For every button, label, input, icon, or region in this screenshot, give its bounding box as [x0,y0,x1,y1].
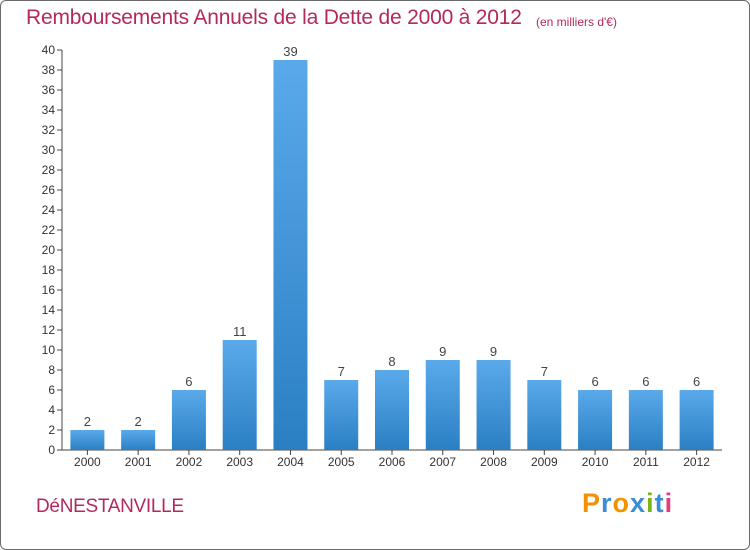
bar-2002 [171,390,206,450]
data-label-2007: 9 [439,344,446,359]
proxiti-logo[interactable]: Proxiti [582,488,673,519]
y-tick-label: 24 [42,203,56,217]
logo-letter: t [654,488,665,518]
y-tick-label: 30 [42,143,56,157]
x-tick-label: 2012 [683,455,710,469]
data-label-2009: 7 [541,364,548,379]
bar-2010 [578,390,613,450]
y-tick-label: 2 [48,423,55,437]
y-tick-label: 16 [42,283,56,297]
y-tick-label: 6 [48,383,55,397]
bars [70,60,714,450]
x-tick-label: 2006 [379,455,406,469]
bar-2006 [375,370,409,450]
bar-2000 [70,430,105,450]
bar-2001 [121,430,156,450]
bar-2004 [273,60,308,450]
y-tick-label: 22 [42,223,56,237]
data-label-2010: 6 [591,374,598,389]
y-tick-label: 26 [42,183,56,197]
y-tick-label: 38 [42,63,56,77]
logo-letter: P [582,488,602,518]
logo-letter: r [601,488,613,518]
x-tick-label: 2003 [226,455,253,469]
bar-2011 [628,390,663,450]
x-tick-label: 2008 [480,455,507,469]
data-labels: 2 2 6 11 39 7 8 9 9 7 6 6 6 [84,44,700,429]
y-tick-label: 40 [42,43,56,57]
y-tick-label: 10 [42,343,56,357]
x-tick-label: 2000 [74,455,101,469]
x-tick-label: 2009 [531,455,558,469]
y-tick-label: 12 [42,323,56,337]
data-label-2006: 8 [388,354,395,369]
logo-letter: o [612,488,631,518]
x-tick-label: 2005 [328,455,355,469]
chart-title: Remboursements Annuels de la Dette de 20… [26,6,522,29]
bar-2007 [425,360,460,450]
x-tick-label: 2001 [125,455,152,469]
x-tick-label: 2007 [429,455,456,469]
logo-letter: i [646,488,655,518]
y-tick-label: 34 [42,103,56,117]
data-label-2012: 6 [693,374,700,389]
bar-2012 [679,390,714,450]
y-tick-label: 32 [42,123,56,137]
y-tick-label: 18 [42,263,56,277]
chart-subtitle: (en milliers d'€) [536,15,617,29]
bar-2008 [476,360,511,450]
data-label-2004: 39 [283,44,297,59]
data-label-2001: 2 [135,414,142,429]
data-label-2003: 11 [233,324,247,339]
x-tick-label: 2002 [176,455,203,469]
data-label-2000: 2 [84,414,91,429]
y-tick-label: 14 [42,303,56,317]
bar-2003 [222,340,257,450]
bar-2005 [324,380,359,450]
data-label-2005: 7 [338,364,345,379]
data-label-2008: 9 [490,344,497,359]
y-tick-label: 36 [42,83,56,97]
data-label-2002: 6 [185,374,192,389]
logo-letter: i [664,488,674,518]
x-axis: 2000 2001 2002 2003 2004 2005 2006 2007 2008 2009… [62,449,722,469]
commune-name: DéNESTANVILLE [36,496,184,517]
y-tick-label: 0 [48,443,55,457]
y-tick-label: 8 [48,363,55,377]
data-label-2011: 6 [642,374,649,389]
x-tick-label: 2004 [277,455,304,469]
y-tick-label: 4 [48,403,55,417]
logo-letter: x [630,488,647,518]
bar-2009 [527,380,562,450]
y-tick-label: 20 [42,243,56,257]
x-tick-label: 2010 [582,455,609,469]
x-tick-label: 2011 [633,455,659,469]
y-tick-label: 28 [42,163,56,177]
